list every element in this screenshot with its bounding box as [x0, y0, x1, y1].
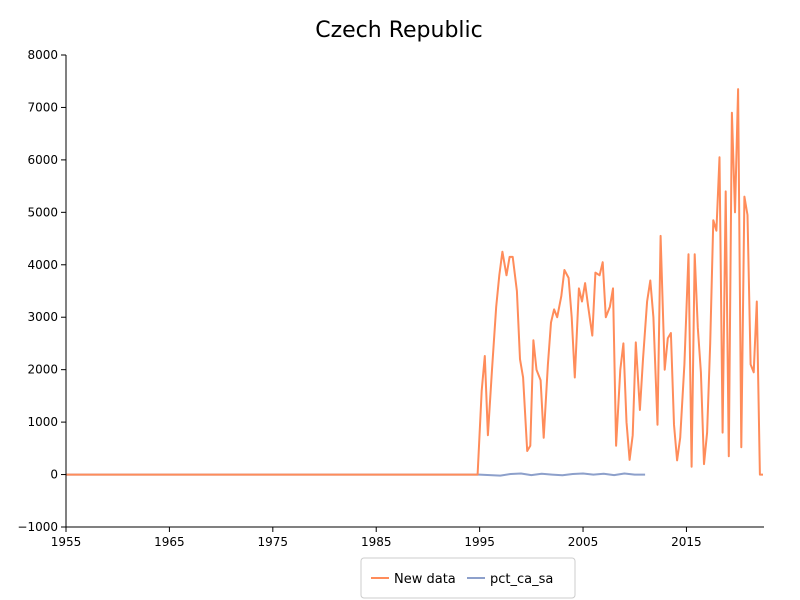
- y-tick-label: 6000: [27, 153, 58, 167]
- y-tick-label: 7000: [27, 100, 58, 114]
- y-tick-label: −1000: [17, 520, 58, 534]
- y-tick-label: 0: [50, 468, 58, 482]
- legend-label-2: pct_ca_sa: [490, 572, 553, 587]
- x-tick-label: 1965: [154, 535, 185, 549]
- series-line-1: [66, 88, 763, 476]
- series-line-2: [66, 472, 646, 477]
- x-tick-label: 2015: [671, 535, 702, 549]
- legend-label-1: New data: [394, 572, 456, 587]
- chart-title: Czech Republic: [315, 18, 483, 43]
- y-tick-label: 2000: [27, 363, 58, 377]
- x-tick-label: 1985: [361, 535, 392, 549]
- legend: New data pct_ca_sa: [360, 557, 576, 599]
- x-tick-label: 1975: [258, 535, 289, 549]
- x-tick-label: 1995: [464, 535, 495, 549]
- x-tick-label: 1955: [51, 535, 82, 549]
- axes: −1000 0 1000 2000 3000 4000 5000 6000 7000 8000 19…: [17, 48, 764, 549]
- plot-area: [66, 88, 763, 477]
- y-tick-label: 3000: [27, 310, 58, 324]
- y-tick-label: 8000: [27, 48, 58, 62]
- y-tick-label: 5000: [27, 205, 58, 219]
- x-tick-label: 2005: [568, 535, 599, 549]
- y-tick-label: 4000: [27, 258, 58, 272]
- y-tick-label: 1000: [27, 415, 58, 429]
